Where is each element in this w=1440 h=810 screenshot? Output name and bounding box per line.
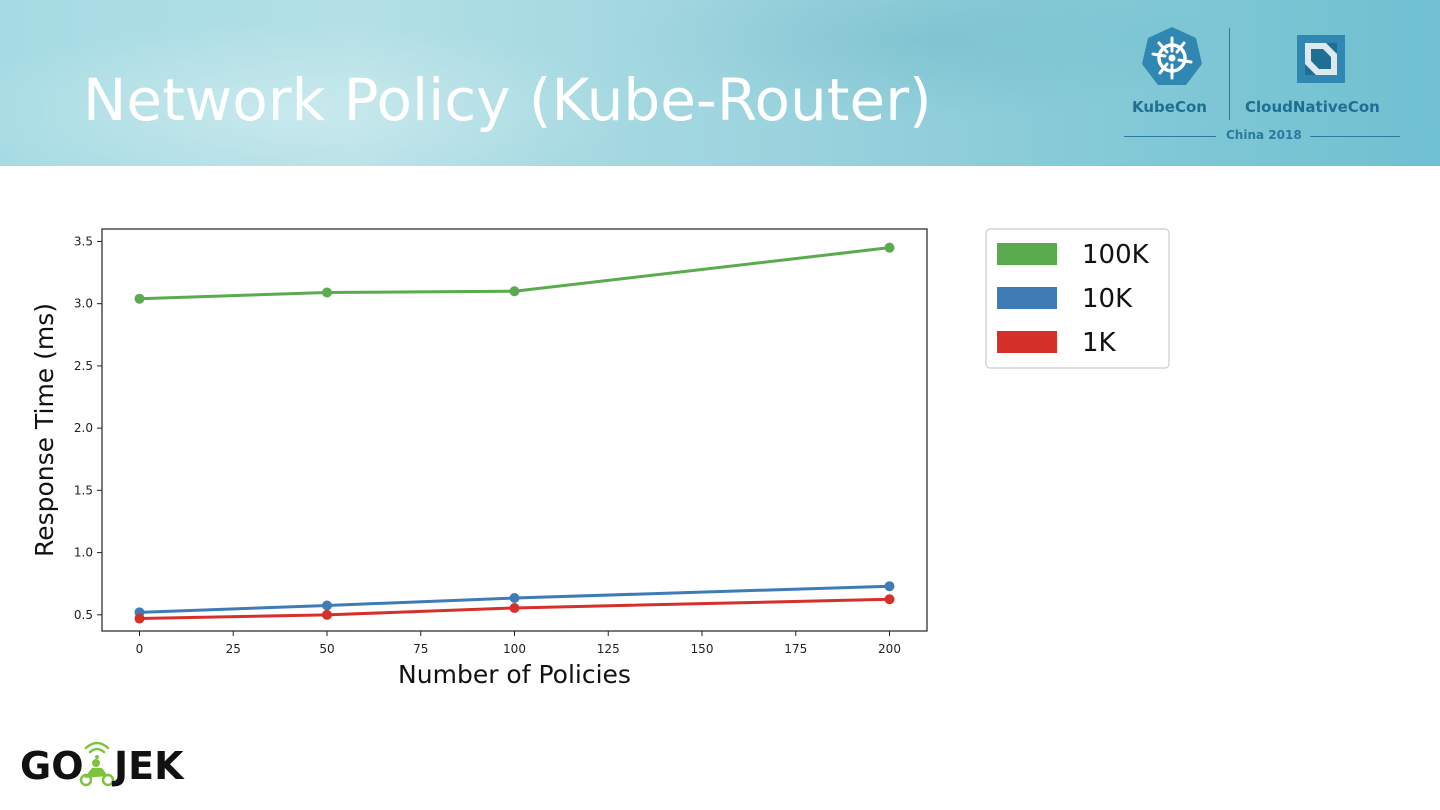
header-texture — [0, 20, 640, 166]
x-tick-label: 100 — [503, 642, 526, 656]
legend-swatch — [997, 331, 1057, 353]
legend-label: 1K — [1082, 328, 1117, 358]
y-tick-label: 3.0 — [74, 297, 93, 311]
header-texture-shade — [620, 0, 1220, 120]
series-100k — [134, 242, 895, 304]
x-tick-label: 125 — [597, 642, 620, 656]
brand-text-right: JEK — [114, 744, 184, 788]
x-tick-label: 25 — [226, 642, 241, 656]
x-axis-label: Number of Policies — [398, 660, 631, 689]
y-tick-label: 2.0 — [74, 421, 93, 435]
slide-title: Network Policy (Kube-Router) — [83, 66, 932, 134]
x-tick-label: 200 — [878, 642, 901, 656]
data-point — [509, 286, 520, 297]
event-subtitle: China 2018 — [1226, 128, 1302, 142]
x-tick-label: 50 — [319, 642, 334, 656]
chart-legend: 100K 10K 1K — [985, 228, 1170, 369]
logo-rule — [1310, 136, 1400, 137]
kubecon-label: KubeCon — [1132, 98, 1207, 116]
data-point — [884, 242, 895, 253]
gojek-logo: GO JEK — [20, 738, 190, 788]
x-tick-label: 0 — [136, 642, 144, 656]
y-tick-label: 1.5 — [74, 483, 93, 497]
brand-text-left: GO — [20, 744, 84, 788]
series-line — [139, 597, 890, 621]
event-logo: KubeCon CloudNativeCon China 2018 — [1120, 24, 1410, 149]
y-tick-label: 0.5 — [74, 608, 93, 622]
series-line — [139, 584, 890, 614]
logo-divider — [1229, 28, 1230, 120]
y-tick-label: 1.0 — [74, 546, 93, 560]
scooter-rider-icon — [79, 741, 115, 787]
logo-rule — [1124, 136, 1216, 137]
legend-swatch — [997, 243, 1057, 265]
data-point — [509, 602, 520, 613]
data-point — [884, 581, 895, 592]
y-axis-label: Response Time (ms) — [30, 303, 59, 557]
series-line — [139, 246, 890, 301]
slide-header: Network Policy (Kube-Router) KubeCon — [0, 0, 1440, 166]
data-point — [322, 609, 332, 620]
series-1k — [134, 594, 895, 624]
legend-label: 10K — [1082, 284, 1133, 314]
data-point — [322, 287, 332, 298]
legend-swatch — [997, 287, 1057, 309]
plot-frame — [101, 228, 928, 632]
x-tick-label: 150 — [691, 642, 714, 656]
cloudnativecon-label: CloudNativeCon — [1245, 98, 1380, 116]
y-tick-label: 2.5 — [74, 359, 93, 373]
data-point — [134, 613, 145, 624]
data-point — [134, 293, 145, 304]
legend-label: 100K — [1082, 240, 1150, 270]
data-point — [884, 594, 895, 605]
cloud-native-icon — [1297, 35, 1345, 83]
data-point — [322, 600, 332, 611]
response-time-chart: 0 25 50 75 100 125 150 175 200 0.5 1.0 1.5 2.0 2.5 3.0… — [30, 228, 1170, 689]
x-tick-label: 75 — [413, 642, 428, 656]
axis-ticks: 0 25 50 75 100 125 150 175 200 0.5 1.0 1.5 2.0 2.5 3.0… — [74, 234, 901, 656]
chart-series — [134, 242, 895, 624]
x-tick-label: 175 — [784, 642, 807, 656]
kubernetes-icon — [1142, 27, 1202, 85]
data-point — [509, 593, 520, 604]
y-tick-label: 3.5 — [74, 234, 93, 248]
